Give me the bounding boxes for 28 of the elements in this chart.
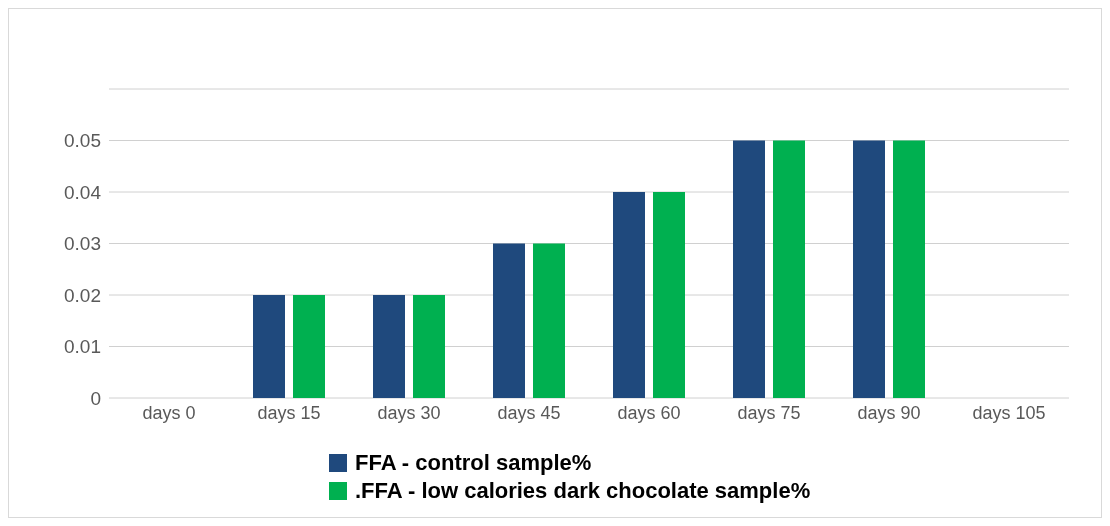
- x-tick-label: days 30: [377, 402, 441, 423]
- x-tick-label: days 0: [142, 402, 196, 423]
- y-tick-label: 0.04: [64, 181, 102, 203]
- bar: [613, 192, 645, 398]
- y-tick-label: 0.03: [64, 233, 101, 255]
- y-tick-label: 0.01: [64, 336, 101, 358]
- bar: [893, 140, 925, 398]
- bar: [653, 192, 685, 398]
- y-tick-label: 0.05: [64, 130, 101, 152]
- x-tick-label: days 105: [972, 402, 1046, 423]
- x-tick-label: days 15: [257, 402, 321, 423]
- bar: [413, 295, 445, 398]
- legend-label: .FFA - low calories dark chocolate sample%: [355, 478, 811, 504]
- x-tick-label: days 45: [497, 402, 561, 423]
- bar: [533, 243, 565, 398]
- x-tick-label: days 75: [737, 402, 801, 423]
- legend-label: FFA - control sample%: [355, 450, 592, 476]
- y-tick-label: 0: [90, 387, 101, 409]
- y-tick-label: 0.02: [64, 284, 101, 306]
- bar: [733, 140, 765, 398]
- bar: [853, 140, 885, 398]
- x-tick-label: days 60: [617, 402, 681, 423]
- bar: [253, 295, 285, 398]
- bar: [373, 295, 405, 398]
- bar: [293, 295, 325, 398]
- bar: [773, 140, 805, 398]
- bar: [493, 243, 525, 398]
- x-tick-label: days 90: [857, 402, 921, 423]
